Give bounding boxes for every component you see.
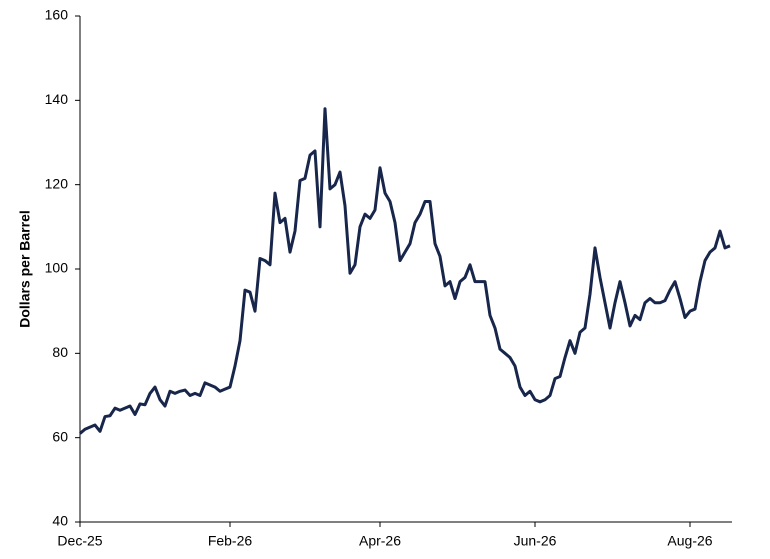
- y-tick-label: 60: [52, 428, 68, 444]
- y-tick-label: 80: [52, 344, 68, 360]
- x-tick-label: Aug-26: [667, 533, 712, 549]
- y-tick-label: 120: [45, 175, 69, 191]
- y-tick-label: 40: [52, 513, 68, 529]
- price-line: [79, 107, 731, 435]
- x-tick-label: Apr-26: [359, 533, 401, 549]
- x-tick-label: Feb-26: [208, 533, 253, 549]
- y-tick-label: 160: [45, 7, 69, 23]
- y-tick-label: 100: [45, 260, 69, 276]
- y-tick-label: 140: [45, 91, 69, 107]
- x-tick-label: Dec-25: [57, 533, 102, 549]
- x-tick-label: Jun-26: [514, 533, 557, 549]
- y-axis-label: Dollars per Barrel: [17, 210, 33, 328]
